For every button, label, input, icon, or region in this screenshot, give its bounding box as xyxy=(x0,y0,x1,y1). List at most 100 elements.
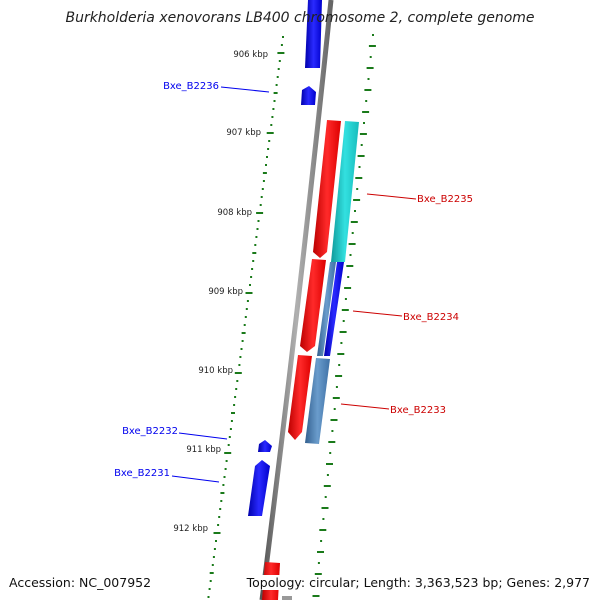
page-title: Burkholderia xenovorans LB400 chromosome… xyxy=(65,10,535,26)
inner-track-dot xyxy=(208,588,211,590)
inner-track-dot xyxy=(252,252,257,254)
outer-track-dot xyxy=(341,309,349,311)
inner-track-dot xyxy=(224,468,227,470)
ruler-label-909: 909 kbp xyxy=(208,287,243,297)
inner-track-dot xyxy=(249,284,251,286)
inner-track-dot xyxy=(231,412,235,414)
inner-track-major-tick xyxy=(234,372,242,374)
outer-track-dot xyxy=(354,210,356,212)
feature-bxe-b2234-blue[interactable] xyxy=(324,262,344,356)
outer-track-dot xyxy=(326,474,329,476)
chromosome-backbone xyxy=(259,0,334,600)
inner-track-dot xyxy=(266,156,268,158)
gene-feature-bxe-b2234[interactable] xyxy=(300,259,326,352)
inner-track-dot xyxy=(223,476,226,478)
inner-track-dot xyxy=(273,92,278,94)
outer-track-dot xyxy=(331,430,334,432)
inner-track-dot xyxy=(268,140,271,142)
outer-track-dot xyxy=(344,298,347,300)
gene-label-bxe-b2232[interactable]: Bxe_B2232 xyxy=(122,426,178,437)
gene-feature-bxe-b2231[interactable] xyxy=(248,460,270,516)
ruler-labels: 906 kbp 907 kbp 908 kbp 909 kbp 910 kbp … xyxy=(173,50,268,534)
inner-track-dot xyxy=(250,276,253,278)
inner-track-dot xyxy=(209,572,214,574)
outer-track-dot xyxy=(358,166,361,168)
feature-bottom-partial-gray[interactable] xyxy=(282,596,292,600)
inner-track-dot xyxy=(220,500,223,502)
gene-label-bxe-b2234[interactable]: Bxe_B2234 xyxy=(403,312,459,323)
gene-labels: Bxe_B2236 Bxe_B2235 Bxe_B2234 Bxe_B2233 … xyxy=(114,81,473,479)
outer-track-dot xyxy=(340,342,343,344)
gene-feature-bxe-b2232[interactable] xyxy=(258,440,272,452)
outer-track-dot xyxy=(347,276,350,278)
inner-track-dot xyxy=(244,316,247,318)
outer-track-dot xyxy=(348,243,356,245)
inner-track-dot xyxy=(230,420,233,422)
outer-track-dot xyxy=(368,45,376,47)
outer-track-dot xyxy=(344,287,352,289)
inner-track-dot xyxy=(262,172,267,174)
inner-track-dot xyxy=(234,396,237,398)
outer-track-dot xyxy=(357,155,365,157)
outer-track-dot xyxy=(355,177,363,179)
outer-track-dot xyxy=(337,353,345,355)
inner-track-dot xyxy=(229,428,232,430)
inner-track-dot xyxy=(277,68,280,70)
gene-feature-bxe-b2236[interactable] xyxy=(301,86,316,105)
gene-feature-bxe-b2233[interactable] xyxy=(288,355,312,440)
outer-track-dot xyxy=(329,452,332,454)
leader-bxe-b2235 xyxy=(366,193,417,200)
outer-track-dot xyxy=(349,254,352,256)
outer-track-dot xyxy=(372,34,374,36)
inner-track-dot xyxy=(211,564,214,566)
feature-bxe-b2235-cds[interactable] xyxy=(331,121,359,262)
outer-track-dot xyxy=(353,199,361,201)
outer-track-dot xyxy=(364,89,372,91)
inner-track-dot xyxy=(222,484,225,486)
ruler-label-908: 908 kbp xyxy=(217,208,252,218)
inner-track-dot xyxy=(219,508,222,510)
inner-track-dot xyxy=(239,356,242,358)
feature-bxe-b2233-cds[interactable] xyxy=(305,358,330,444)
inner-track-dot xyxy=(257,220,260,222)
outer-track-dot xyxy=(312,595,320,597)
feature-bxe-b2234-cds[interactable] xyxy=(317,262,336,356)
inner-track-dot xyxy=(275,84,278,86)
gene-feature-bxe-b2235[interactable] xyxy=(313,120,341,258)
gene-label-bxe-b2231[interactable]: Bxe_B2231 xyxy=(114,468,170,479)
outer-track-dot xyxy=(350,221,358,223)
outer-track-dot xyxy=(330,419,338,421)
inner-track-dot xyxy=(246,300,249,302)
inner-track-dot xyxy=(240,348,243,350)
accession-text: Accession: NC_007952 xyxy=(9,575,152,590)
outer-track-dot xyxy=(366,67,374,69)
outer-track-dot xyxy=(320,540,323,542)
outer-track-dot xyxy=(328,441,336,443)
outer-track xyxy=(312,34,376,597)
inner-track-dot xyxy=(278,60,281,62)
inner-track-dot xyxy=(241,332,246,334)
inner-track xyxy=(207,36,285,598)
inner-track-dot xyxy=(220,492,225,494)
outer-track-dot xyxy=(322,518,325,520)
outer-track-dot xyxy=(317,551,324,553)
gene-label-bxe-b2233[interactable]: Bxe_B2233 xyxy=(390,405,446,416)
gene-feature-bxe-b2237[interactable] xyxy=(305,0,322,68)
inner-track-dot xyxy=(282,36,284,38)
inner-track-dot xyxy=(262,180,265,182)
outer-track-dot xyxy=(362,111,370,113)
outer-track-dot xyxy=(359,133,367,135)
gene-label-bxe-b2235[interactable]: Bxe_B2235 xyxy=(417,194,473,205)
outer-track-dot xyxy=(332,397,340,399)
inner-track-major-tick xyxy=(224,452,232,454)
inner-track-dot xyxy=(233,404,236,406)
inner-track-major-tick xyxy=(245,292,253,294)
outer-track-dot xyxy=(365,100,368,102)
outer-track-dot xyxy=(338,364,341,366)
outer-track-dot xyxy=(326,463,333,465)
gene-label-bxe-b2236[interactable]: Bxe_B2236 xyxy=(163,81,219,92)
inner-track-dot xyxy=(218,516,221,518)
outer-track-dot xyxy=(324,496,327,498)
leader-bxe-b2231 xyxy=(171,475,220,483)
